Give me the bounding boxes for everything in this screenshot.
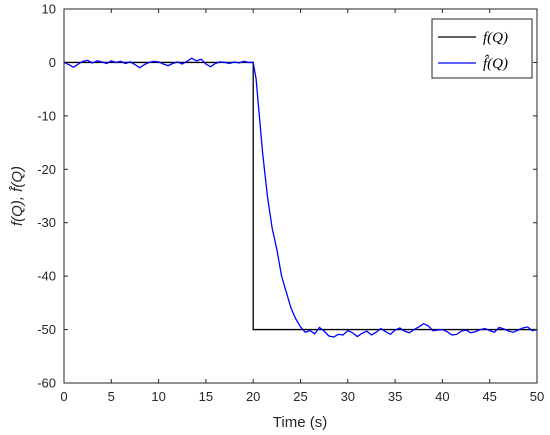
x-axis-ticks: 0 5 10 15 20 25 30 35 40 45 50	[60, 9, 544, 404]
x-tick-label-10: 50	[530, 389, 544, 404]
y-tick-label-5: -40	[37, 269, 56, 284]
legend-label-fhat: f̂(Q)	[483, 55, 508, 72]
y-tick-label-3: -20	[37, 162, 56, 177]
series-layer	[63, 57, 538, 338]
x-tick-label-3: 15	[199, 389, 213, 404]
x-tick-label-6: 30	[341, 389, 355, 404]
x-tick-label-8: 40	[435, 389, 449, 404]
x-tick-label-2: 10	[151, 389, 165, 404]
y-tick-label-1: 0	[49, 55, 56, 70]
legend-label-f: f(Q)	[483, 30, 508, 46]
x-tick-label-7: 35	[388, 389, 402, 404]
y-tick-label-2: -10	[37, 108, 56, 123]
series-line-1	[63, 57, 538, 338]
x-axis-title: Time (s)	[273, 414, 327, 431]
y-tick-label-6: -50	[37, 322, 56, 337]
legend: f(Q) f̂(Q)	[431, 18, 533, 79]
x-tick-label-1: 5	[108, 389, 115, 404]
y-tick-label-7: -60	[37, 376, 56, 391]
x-tick-label-4: 20	[246, 389, 260, 404]
legend-box	[431, 18, 533, 79]
y-tick-label-0: 10	[42, 2, 56, 17]
x-tick-label-0: 0	[60, 389, 67, 404]
y-axis-ticks: 10 0 -10 -20 -30 -40 -50 -60	[37, 2, 537, 391]
x-tick-label-5: 25	[293, 389, 307, 404]
y-tick-label-4: -30	[37, 215, 56, 230]
y-axis-title: f(Q), f̂(Q)	[9, 166, 26, 226]
x-tick-label-9: 45	[482, 389, 496, 404]
